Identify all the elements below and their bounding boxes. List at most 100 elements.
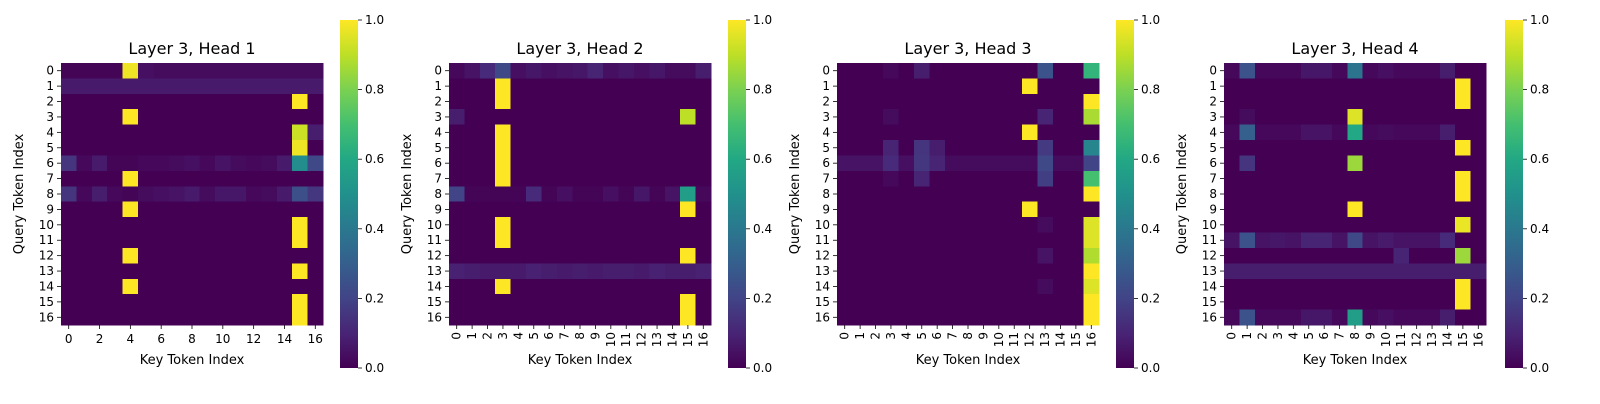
heatmap-cell xyxy=(1347,94,1363,110)
heatmap-cell xyxy=(588,248,604,264)
heatmap-cell xyxy=(138,94,154,110)
heatmap-cell xyxy=(929,186,945,202)
heatmap-cell xyxy=(1270,78,1286,94)
heatmap-cell xyxy=(277,310,293,326)
heatmap-cell xyxy=(200,63,216,79)
x-tick-label: 12 xyxy=(635,332,649,347)
heatmap-cell xyxy=(246,279,262,295)
heatmap-cell xyxy=(495,78,511,94)
heatmap-cell xyxy=(1068,248,1084,264)
x-tick-label: 9 xyxy=(976,332,990,340)
heatmap-cell xyxy=(837,125,853,141)
heatmap-cell xyxy=(649,125,665,141)
heatmap-cell xyxy=(1068,233,1084,249)
heatmap-cell xyxy=(619,263,635,279)
heatmap-cell xyxy=(914,109,930,125)
heatmap-cell xyxy=(588,202,604,218)
heatmap-cell xyxy=(634,233,650,249)
heatmap-cell xyxy=(464,171,480,187)
heatmap-cell xyxy=(308,310,324,326)
heatmap-cell xyxy=(153,78,169,94)
heatmap-cell xyxy=(1378,78,1394,94)
colorbar-tick-label: 0.6 xyxy=(365,152,384,166)
heatmap-cell xyxy=(1255,248,1271,264)
heatmap-cell xyxy=(292,78,308,94)
heatmap-cell xyxy=(1409,233,1425,249)
heatmap-cell xyxy=(619,294,635,310)
y-tick-label: 16 xyxy=(1202,310,1217,324)
heatmap-cell xyxy=(1471,310,1487,326)
heatmap-cell xyxy=(1053,248,1069,264)
heatmap-cell xyxy=(1053,263,1069,279)
heatmap-cell xyxy=(61,78,77,94)
heatmap-cells xyxy=(449,63,711,325)
heatmap-cell xyxy=(277,263,293,279)
heatmap-cell xyxy=(277,125,293,141)
heatmap-cell xyxy=(1301,263,1317,279)
heatmap-cell xyxy=(619,310,635,326)
heatmap-cell xyxy=(1424,263,1440,279)
heatmap-cell xyxy=(1363,171,1379,187)
heatmap-cell xyxy=(61,186,77,202)
heatmap-cell xyxy=(1394,263,1410,279)
heatmap-cell xyxy=(1270,125,1286,141)
heatmap-cell xyxy=(292,263,308,279)
heatmap-cell xyxy=(868,63,884,79)
heatmap-cell xyxy=(634,171,650,187)
heatmap-cell xyxy=(200,202,216,218)
heatmap-cell xyxy=(960,202,976,218)
heatmap-cell xyxy=(1332,94,1348,110)
heatmap-cell xyxy=(868,171,884,187)
heatmap-cell xyxy=(92,155,108,171)
heatmap-cell xyxy=(277,279,293,295)
heatmap-cell xyxy=(138,263,154,279)
heatmap-cell xyxy=(603,233,619,249)
heatmap-cell xyxy=(1255,155,1271,171)
heatmap-cell xyxy=(1084,294,1100,310)
heatmap-cell xyxy=(1424,294,1440,310)
heatmap-cell xyxy=(277,109,293,125)
heatmap-cell xyxy=(184,186,200,202)
heatmap-cell xyxy=(449,202,465,218)
heatmap-cell xyxy=(991,202,1007,218)
heatmap-cell xyxy=(960,109,976,125)
heatmap-cell xyxy=(1347,248,1363,264)
heatmap-cell xyxy=(246,248,262,264)
heatmap-cell xyxy=(1007,310,1023,326)
heatmap-cell xyxy=(1286,155,1302,171)
heatmap-cell xyxy=(852,233,868,249)
heatmap-cell xyxy=(1316,140,1332,156)
heatmap-cell xyxy=(945,310,961,326)
heatmap-cell xyxy=(1409,217,1425,233)
heatmap-cell xyxy=(557,109,573,125)
heatmap-cell xyxy=(200,78,216,94)
heatmap-cell xyxy=(603,279,619,295)
heatmap-cell xyxy=(572,310,588,326)
heatmap-cell xyxy=(1270,109,1286,125)
colorbar-tick-label: 0.2 xyxy=(1530,291,1549,305)
heatmap-cell xyxy=(1455,63,1471,79)
heatmap-cell xyxy=(153,233,169,249)
heatmap-cell xyxy=(495,171,511,187)
heatmap-cell xyxy=(495,109,511,125)
heatmap-cell xyxy=(511,294,527,310)
heatmap-cell xyxy=(480,233,496,249)
heatmap-cell xyxy=(899,202,915,218)
heatmap-cell xyxy=(899,155,915,171)
heatmap-cell xyxy=(200,294,216,310)
heatmap-cell xyxy=(1224,310,1240,326)
heatmap-cell xyxy=(837,233,853,249)
heatmap-cell xyxy=(1301,171,1317,187)
heatmap-cell xyxy=(1037,94,1053,110)
heatmap-cell xyxy=(1316,294,1332,310)
heatmap-cell xyxy=(914,279,930,295)
heatmap-cell xyxy=(138,186,154,202)
heatmap-cell xyxy=(153,140,169,156)
heatmap-cell xyxy=(1007,233,1023,249)
heatmap-cell xyxy=(61,217,77,233)
heatmap-cell xyxy=(1270,279,1286,295)
heatmap-cell xyxy=(277,94,293,110)
heatmap-cell xyxy=(634,248,650,264)
heatmap-cell xyxy=(1347,171,1363,187)
heatmap-cell xyxy=(231,294,247,310)
